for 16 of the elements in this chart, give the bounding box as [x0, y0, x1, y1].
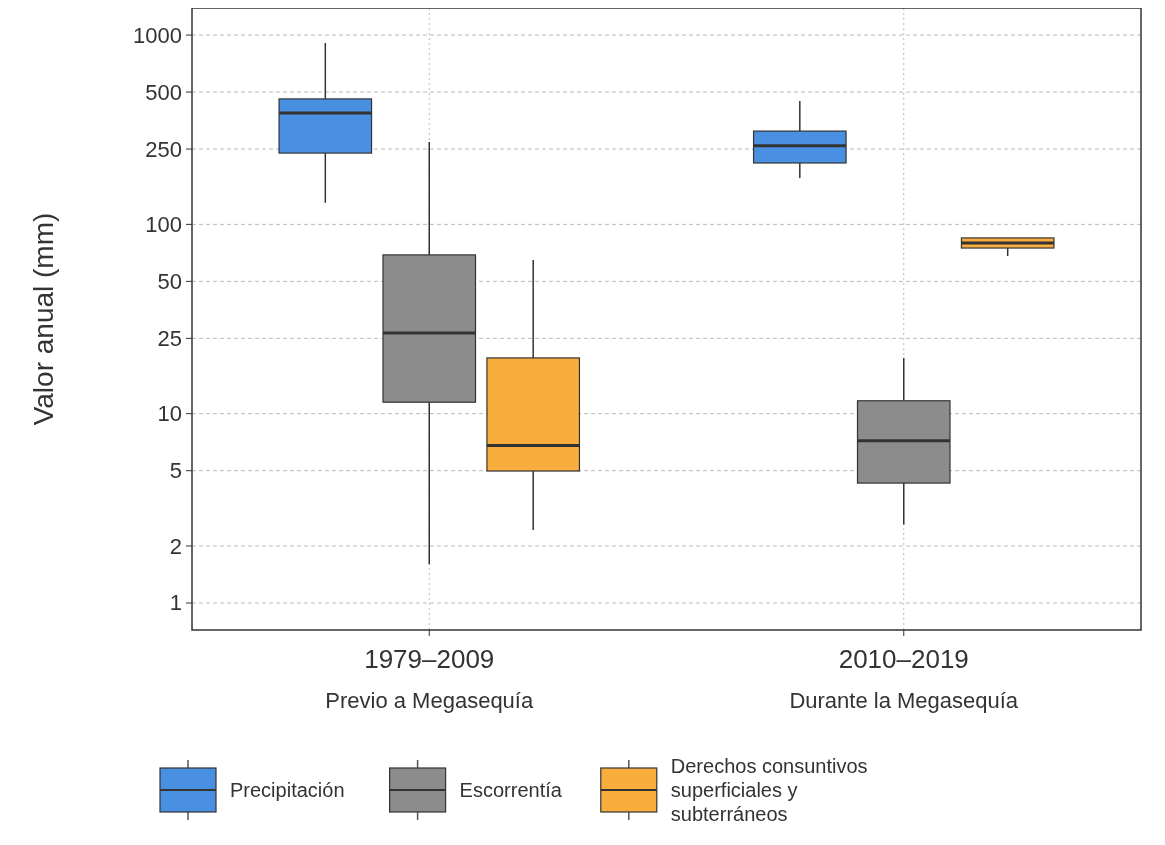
y-tick-label: 50	[157, 268, 182, 294]
y-tick-label: 1	[169, 590, 182, 616]
y-tick-label: 2	[169, 533, 182, 559]
legend-label: Escorrentía	[459, 779, 563, 801]
x-tick-label: 1979–2009 Previo a Megasequía	[325, 644, 534, 713]
y-tick-label: 25	[157, 325, 182, 351]
legend-label: Precipitación	[230, 779, 345, 801]
x-tick-label: 2010–2019 Durante la Megasequía	[789, 644, 1019, 713]
y-tick-label: 10	[157, 401, 182, 427]
y-tick-label: 500	[145, 79, 182, 105]
y-tick-label: 1000	[133, 22, 182, 48]
y-tick-label: 5	[169, 458, 182, 484]
y-tick-label: 250	[145, 136, 182, 162]
y-axis-title: Valor anual (mm)	[28, 212, 59, 426]
legend-label: Derechos consuntivos superficiales y subterráneos	[670, 755, 868, 825]
y-tick-label: 100	[145, 211, 182, 237]
